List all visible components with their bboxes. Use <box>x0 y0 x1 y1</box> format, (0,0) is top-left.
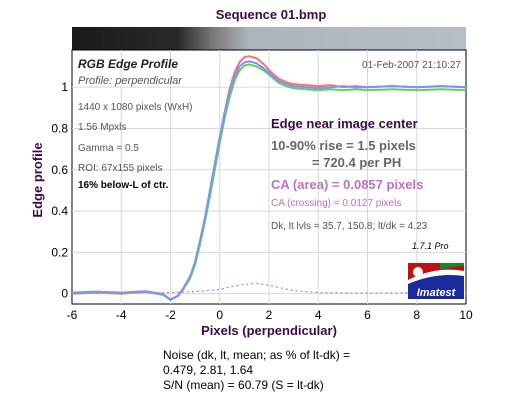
ca-area-label: CA (area) = 0.0857 pixels <box>271 177 423 192</box>
ca-crossing-label: CA (crossing) = 0.0127 pixels <box>271 198 401 209</box>
per-ph-label: = 720.4 per PH <box>312 155 401 170</box>
y-tick-label: 0.6 <box>51 163 68 177</box>
snr-label: S/N (mean) = 60.79 (S = lt-dk) <box>163 378 324 392</box>
grid-lines <box>72 50 466 304</box>
date-label: 01-Feb-2007 21:10:27 <box>362 60 461 71</box>
logo-circle-icon <box>413 267 423 277</box>
x-tick-label: 2 <box>266 308 273 322</box>
noise-label: Noise (dk, lt, mean; as % of lt-dk) = <box>163 348 351 362</box>
edge-image-strip <box>72 27 466 50</box>
x-tick-label: 4 <box>315 308 322 322</box>
y-tick-label: 1 <box>61 80 68 94</box>
profile-title: RGB Edge Profile <box>78 57 178 71</box>
x-axis-label: Pixels (perpendicular) <box>201 323 337 338</box>
y-tick-label: 0.2 <box>51 245 68 259</box>
x-tick-label: 10 <box>459 308 473 322</box>
noise-values: 0.479, 2.81, 1.64 <box>163 363 254 377</box>
series-group <box>71 55 467 301</box>
y-axis-label: Edge profile <box>30 142 45 217</box>
logo-text: Imatest <box>417 287 457 299</box>
profile-subtitle: Profile: perpendicular <box>78 75 183 87</box>
x-tick-label: -4 <box>116 308 127 322</box>
y-tick-labels: 0 0.2 0.4 0.6 0.8 1 <box>51 80 68 301</box>
x-tick-label: 6 <box>364 308 371 322</box>
position-label: 16% below-L of ctr. <box>78 180 169 191</box>
y-tick-label: 0.8 <box>51 121 68 135</box>
levels-label: Dk, lt lvls = 35.7, 150.8; lt/dk = 4.23 <box>271 221 428 232</box>
version-label: 1.7.1 Pro <box>412 241 449 251</box>
chart-title: Sequence 01.bmp <box>216 7 327 22</box>
x-tick-label: 0 <box>216 308 223 322</box>
imatest-logo: Imatest <box>408 263 464 299</box>
edge-location-label: Edge near image center <box>271 116 418 131</box>
x-tick-label: -2 <box>165 308 176 322</box>
roi-label: ROI: 67x155 pixels <box>78 163 163 174</box>
mpxls-label: 1.56 Mpxls <box>78 122 126 133</box>
gamma-label: Gamma = 0.5 <box>78 143 139 154</box>
rise-label: 10-90% rise = 1.5 pixels <box>271 138 416 153</box>
pixels-label: 1440 x 1080 pixels (WxH) <box>78 102 193 113</box>
x-tick-label: -6 <box>67 308 78 322</box>
y-tick-label: 0.4 <box>51 204 68 218</box>
series-line-2 <box>71 60 467 301</box>
x-tick-labels: -6 -4 -2 0 2 4 6 8 10 <box>67 308 473 322</box>
x-tick-label: 8 <box>413 308 420 322</box>
y-tick-label: 0 <box>61 287 68 301</box>
edge-profile-chart: Sequence 01.bmp -6 -4 -2 0 2 4 6 8 10 0 0.2 0.4 0.6… <box>30 7 473 338</box>
